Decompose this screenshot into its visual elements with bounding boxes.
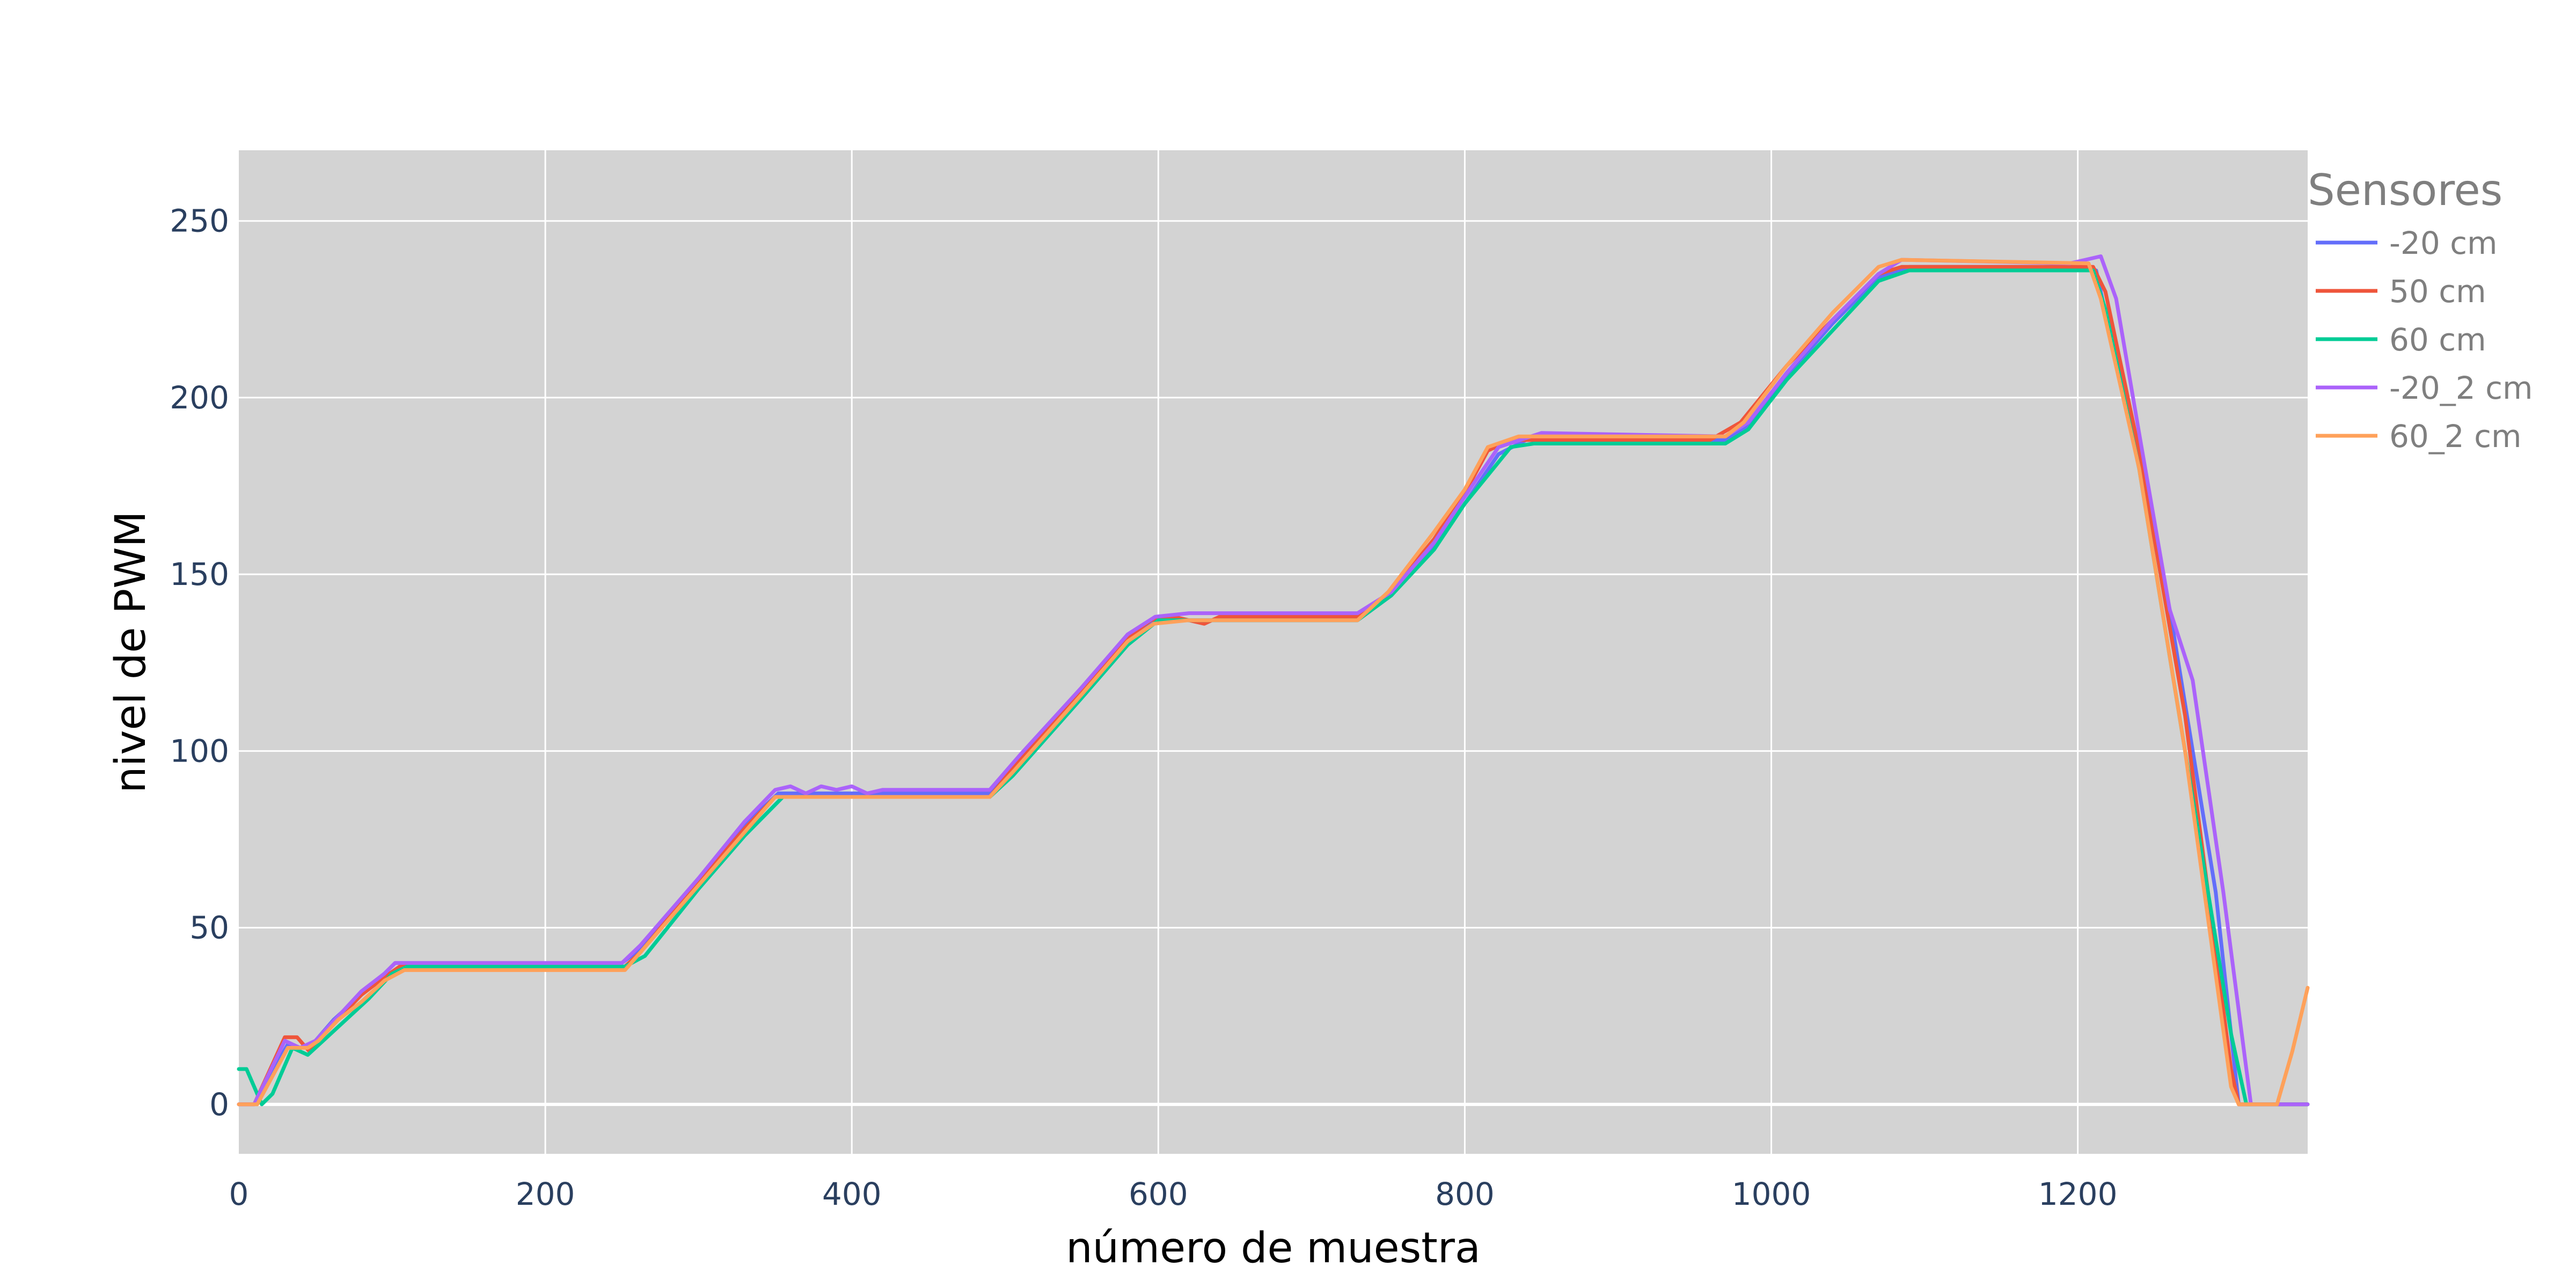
legend[interactable]: Sensores -20 cm 50 cm 60 cm -20_2 cm 60_2 cm bbox=[2308, 165, 2533, 455]
legend-title: Sensores bbox=[2308, 165, 2502, 215]
legend-item-label[interactable]: -20 cm bbox=[2389, 225, 2498, 261]
x-axis-ticks: 0 200 400 600 800 1000 1200 bbox=[229, 1176, 2118, 1212]
y-tick-label: 150 bbox=[170, 556, 229, 592]
y-axis-ticks: 0 50 100 150 200 250 bbox=[170, 203, 229, 1123]
x-tick-label: 200 bbox=[516, 1176, 575, 1212]
grid-lines bbox=[239, 150, 2308, 1154]
y-tick-label: 0 bbox=[209, 1086, 229, 1123]
y-tick-label: 50 bbox=[189, 910, 229, 946]
x-tick-label: 600 bbox=[1129, 1176, 1188, 1212]
x-tick-label: 400 bbox=[822, 1176, 882, 1212]
y-tick-label: 250 bbox=[170, 203, 229, 239]
x-axis-title: número de muestra bbox=[1066, 1224, 1481, 1272]
x-tick-label: 1000 bbox=[1732, 1176, 1811, 1212]
y-axis-title: nivel de PWM bbox=[107, 511, 155, 793]
series-line bbox=[237, 265, 2310, 1107]
x-tick-label: 0 bbox=[229, 1176, 249, 1212]
x-tick-label: 800 bbox=[1435, 1176, 1495, 1212]
series-line bbox=[237, 254, 2310, 1107]
series-line bbox=[237, 258, 2310, 1107]
legend-item-label[interactable]: 50 cm bbox=[2389, 273, 2486, 310]
legend-item-label[interactable]: 60 cm bbox=[2389, 321, 2486, 358]
series-layer bbox=[237, 254, 2310, 1107]
y-tick-label: 200 bbox=[170, 379, 229, 416]
legend-item-label[interactable]: -20_2 cm bbox=[2389, 370, 2533, 406]
y-tick-label: 100 bbox=[170, 733, 229, 769]
x-tick-label: 1200 bbox=[2038, 1176, 2118, 1212]
plot-area bbox=[239, 150, 2308, 1154]
legend-item-label[interactable]: 60_2 cm bbox=[2389, 418, 2522, 455]
